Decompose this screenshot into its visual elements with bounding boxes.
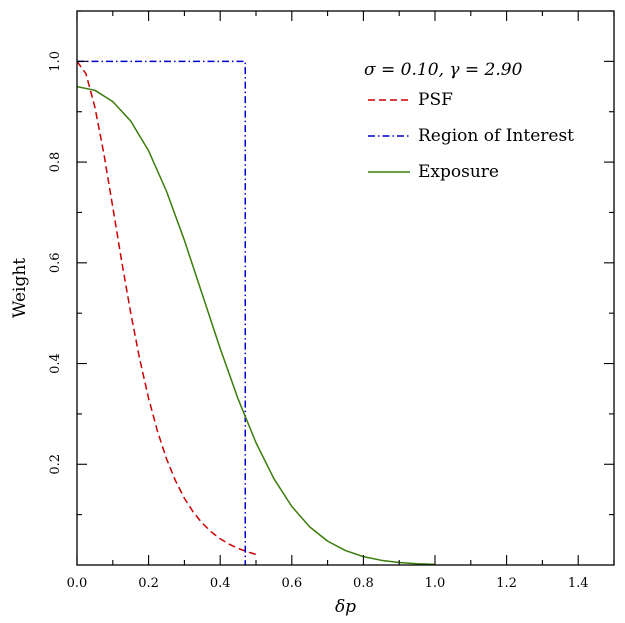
x-tick-label: 0.0	[67, 576, 88, 591]
y-tick-label: 0.8	[48, 152, 63, 173]
y-tick-label: 0.2	[48, 454, 63, 475]
ticks-layer	[76, 10, 615, 565]
x-tick-label: 0.2	[138, 576, 159, 591]
legend: σ = 0.10, γ = 2.90 PSF Region of Interest…	[364, 60, 574, 182]
legend-label: Region of Interest	[418, 126, 574, 146]
plot-frame	[76, 10, 615, 566]
x-axis-label: δp	[335, 597, 356, 617]
legend-label: Exposure	[418, 162, 499, 182]
series-line-exposure	[77, 85, 436, 565]
x-tick-label: 1.4	[568, 576, 589, 591]
y-tick-label: 0.4	[48, 353, 63, 374]
x-tick-label: 1.2	[496, 576, 517, 591]
legend-title: σ = 0.10, γ = 2.90	[364, 60, 523, 80]
tick-labels-layer: 0.0 0.2 0.4 0.6 0.8 1.0 1.2 1.4 0.2 0.4 0.6 0.8 1.0	[48, 51, 589, 591]
y-tick-label: 1.0	[48, 51, 63, 72]
x-tick-label: 1.0	[425, 576, 446, 591]
y-tick-label: 0.6	[48, 252, 63, 273]
x-tick-label: 0.4	[210, 576, 231, 591]
x-tick-label: 0.6	[281, 576, 302, 591]
series-line-region-of-interest	[77, 60, 247, 565]
x-tick-label: 0.8	[353, 576, 374, 591]
legend-label: PSF	[418, 90, 453, 110]
series-line-psf	[77, 60, 257, 556]
y-axis-label: Weight	[10, 258, 30, 318]
series-layer	[77, 60, 436, 565]
